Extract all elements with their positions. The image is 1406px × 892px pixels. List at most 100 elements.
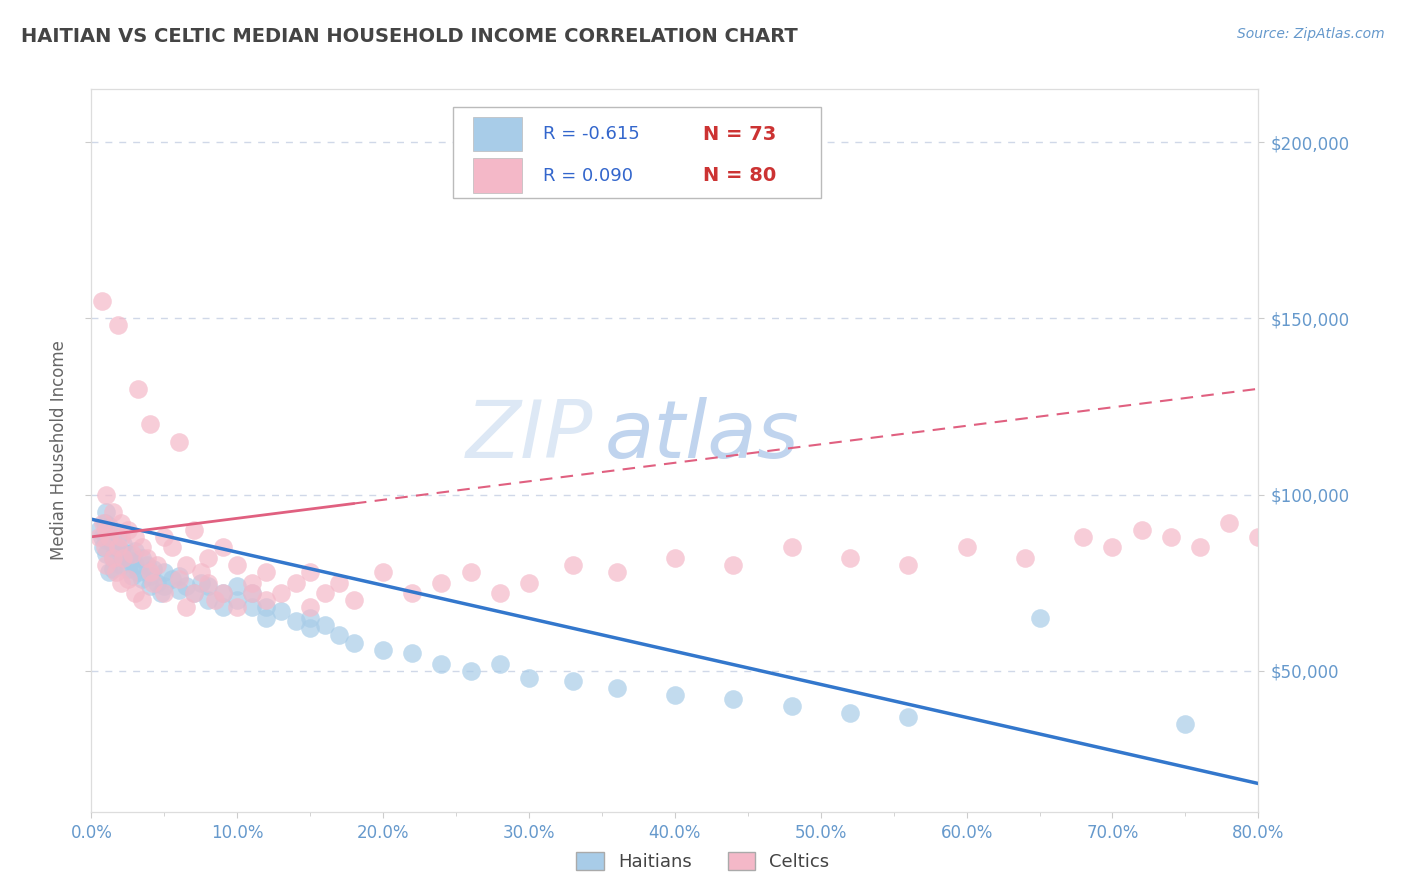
Point xyxy=(240,586,263,600)
Point xyxy=(135,558,157,572)
Point xyxy=(94,558,117,572)
Point xyxy=(103,561,125,575)
Point xyxy=(107,541,129,555)
Point xyxy=(131,572,153,586)
Point xyxy=(167,434,190,449)
Point xyxy=(97,519,120,533)
Point xyxy=(204,593,226,607)
Point xyxy=(107,530,129,544)
Point xyxy=(167,582,190,597)
Point xyxy=(328,628,350,642)
Point xyxy=(1160,530,1182,544)
Point xyxy=(91,541,114,555)
Point xyxy=(153,530,176,544)
Text: R = -0.615: R = -0.615 xyxy=(543,125,640,143)
Point xyxy=(142,561,165,575)
Point xyxy=(1073,530,1095,544)
Point xyxy=(190,575,212,590)
Point xyxy=(160,572,183,586)
Point xyxy=(838,551,860,566)
Point xyxy=(1028,611,1050,625)
Point xyxy=(780,541,803,555)
Point xyxy=(197,579,219,593)
Point xyxy=(103,505,125,519)
Point xyxy=(138,417,162,431)
Point xyxy=(299,565,322,579)
Point xyxy=(110,516,132,530)
Point xyxy=(127,565,149,579)
Point xyxy=(135,551,157,566)
Point xyxy=(314,618,336,632)
Point xyxy=(190,565,212,579)
Point xyxy=(1218,516,1240,530)
Point xyxy=(897,558,920,572)
Point xyxy=(605,565,627,579)
Point xyxy=(120,554,142,568)
Point xyxy=(183,586,205,600)
Point xyxy=(1014,551,1036,566)
Point xyxy=(131,541,153,555)
Point xyxy=(254,593,277,607)
Point xyxy=(160,541,183,555)
Point xyxy=(94,548,117,562)
Point xyxy=(112,537,135,551)
Point xyxy=(94,487,117,501)
Point xyxy=(94,505,117,519)
Point xyxy=(110,544,132,558)
Point xyxy=(117,548,139,562)
Point xyxy=(780,698,803,713)
Point xyxy=(401,586,423,600)
Point xyxy=(146,558,169,572)
Point xyxy=(299,622,322,636)
Point xyxy=(605,681,627,696)
Point xyxy=(110,575,132,590)
Point xyxy=(138,579,162,593)
Point xyxy=(167,572,190,586)
Point xyxy=(284,615,307,629)
Text: N = 80: N = 80 xyxy=(703,166,776,186)
Point xyxy=(93,516,115,530)
Point xyxy=(254,600,277,615)
Point xyxy=(211,586,233,600)
Point xyxy=(153,579,176,593)
Point xyxy=(121,548,143,562)
Point xyxy=(124,558,146,572)
Point xyxy=(107,318,129,333)
Point xyxy=(1101,541,1123,555)
Point xyxy=(97,565,120,579)
Point xyxy=(174,579,197,593)
Text: Source: ZipAtlas.com: Source: ZipAtlas.com xyxy=(1237,27,1385,41)
Point xyxy=(91,516,114,530)
Point xyxy=(1189,541,1212,555)
Point xyxy=(104,541,127,555)
Text: HAITIAN VS CELTIC MEDIAN HOUSEHOLD INCOME CORRELATION CHART: HAITIAN VS CELTIC MEDIAN HOUSEHOLD INCOM… xyxy=(21,27,797,45)
Point xyxy=(270,586,292,600)
Point xyxy=(897,709,920,723)
Point xyxy=(117,523,139,537)
Point xyxy=(517,671,540,685)
Point xyxy=(103,551,125,566)
Point xyxy=(112,551,135,566)
Point xyxy=(460,565,482,579)
Point xyxy=(299,600,322,615)
Point xyxy=(240,575,263,590)
Point xyxy=(97,530,120,544)
Point xyxy=(314,586,336,600)
Point xyxy=(956,541,979,555)
Point xyxy=(254,611,277,625)
Text: N = 73: N = 73 xyxy=(703,125,776,144)
Point xyxy=(430,575,453,590)
Point xyxy=(110,530,132,544)
Point xyxy=(299,611,322,625)
Text: R = 0.090: R = 0.090 xyxy=(543,167,633,185)
Point xyxy=(183,523,205,537)
Point xyxy=(112,551,135,566)
Point xyxy=(226,600,249,615)
Point xyxy=(371,642,394,657)
Point xyxy=(146,575,169,590)
Point xyxy=(270,604,292,618)
Point xyxy=(664,689,686,703)
Point xyxy=(430,657,453,671)
Point xyxy=(240,586,263,600)
Legend: Haitians, Celtics: Haitians, Celtics xyxy=(569,845,837,879)
